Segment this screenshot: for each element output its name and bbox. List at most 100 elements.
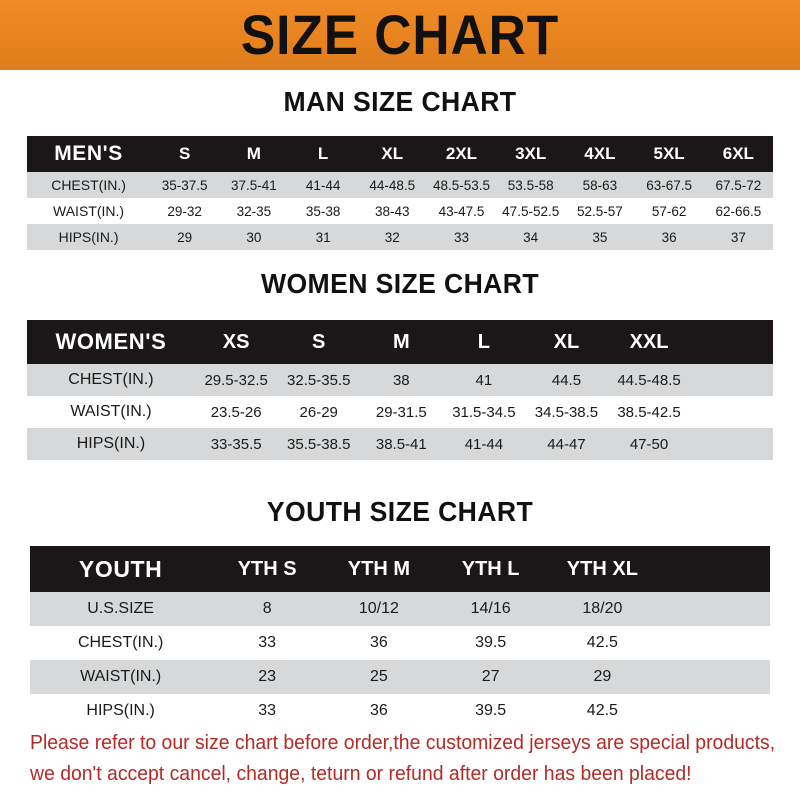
women-section-title: WOMEN SIZE CHART: [261, 268, 539, 299]
women-header-row: WOMEN'S XS S M L XL XXL: [27, 320, 773, 364]
youth-table-body: U.S.SIZE 8 10/12 14/16 18/20 CHEST(IN.) 33 36 39…: [30, 592, 770, 728]
measurement-cell: 33: [258, 634, 277, 651]
man-table-body: CHEST(IN.) 35-37.5 37.5-41 41-44 44-48.5 48.5…: [27, 172, 773, 250]
measurement-cell: 34: [523, 229, 539, 245]
women-size-header-s: S: [312, 330, 326, 353]
table-row: WAIST(IN.) 29-32 32-35 35-38 38-43 43-47.5 47.…: [27, 198, 773, 224]
man-header-label: MEN'S: [54, 142, 123, 165]
measurement-cell: 10/12: [358, 600, 399, 617]
table-row: CHEST(IN.) 33 36 39.5 42.5: [30, 626, 770, 660]
measurement-cell: 14/16: [470, 600, 511, 617]
women-table-body: CHEST(IN.) 29.5-32.5 32.5-35.5 38 41 44.5 44.5…: [27, 364, 773, 460]
disclaimer-line-1: Please refer to our size chart before or…: [30, 732, 776, 754]
measurement-cell: 35-38: [305, 203, 341, 219]
measurement-cell: [658, 626, 770, 660]
table-row: U.S.SIZE 8 10/12 14/16 18/20: [30, 592, 770, 626]
man-size-header-s: S: [179, 144, 191, 163]
measurement-cell: 8: [262, 600, 272, 617]
measurement-cell: 39.5: [475, 634, 507, 651]
measurement-cell: 42.5: [586, 702, 618, 719]
man-row-label-hips-in: HIPS(IN.): [58, 229, 119, 245]
page-banner: SIZE CHART: [0, 0, 800, 70]
table-row: CHEST(IN.) 29.5-32.5 32.5-35.5 38 41 44.5 44.5…: [27, 364, 773, 396]
measurement-cell: [658, 694, 770, 728]
measurement-cell: 47.5-52.5: [502, 203, 560, 219]
youth-size-table: YOUTH YTH S YTH M YTH L YTH XL U.S.SIZE 8 10/…: [30, 546, 770, 728]
man-size-header-6xl: 6XL: [722, 144, 754, 163]
measurement-cell: 32: [384, 229, 400, 245]
measurement-cell: 57-62: [651, 203, 687, 219]
measurement-cell: 33-35.5: [210, 435, 262, 453]
table-row: WAIST(IN.) 23.5-26 26-29 29-31.5 31.5-34.5 34…: [27, 396, 773, 428]
measurement-cell: 47-50: [629, 435, 669, 453]
youth-header-row: YOUTH YTH S YTH M YTH L YTH XL: [30, 546, 770, 592]
youth-header-label: YOUTH: [78, 555, 163, 582]
women-row-label-hips-in: HIPS(IN.): [76, 435, 146, 452]
youth-row-label-hips-in: HIPS(IN.): [86, 702, 155, 719]
measurement-cell: 35-37.5: [161, 177, 208, 193]
measurement-cell: 29-32: [167, 203, 202, 219]
measurement-cell: 44-48.5: [369, 177, 416, 193]
measurement-cell: 41: [475, 371, 493, 389]
women-size-header-xxl: XXL: [629, 330, 669, 353]
measurement-cell: [690, 396, 773, 428]
measurement-cell: [690, 428, 773, 460]
youth-size-header-empty-4: [658, 546, 770, 592]
youth-row-label-u-s-size: U.S.SIZE: [87, 600, 154, 617]
man-size-header-xl: XL: [381, 144, 404, 163]
measurement-cell: 33: [258, 702, 277, 719]
measurement-cell: 35.5-38.5: [287, 435, 351, 453]
table-row: HIPS(IN.) 29 30 31 32 33 34 35 36 37: [27, 224, 773, 250]
disclaimer-note: Please refer to our size chart before or…: [30, 728, 776, 790]
measurement-cell: 26-29: [299, 403, 338, 421]
measurement-cell: 31: [315, 229, 331, 245]
measurement-cell: 34.5-38.5: [534, 403, 599, 421]
table-row: WAIST(IN.) 23 25 27 29: [30, 660, 770, 694]
man-size-header-2xl: 2XL: [445, 144, 478, 163]
youth-size-header-yth-l: YTH L: [461, 557, 520, 580]
youth-size-header-yth-s: YTH S: [237, 557, 297, 580]
measurement-cell: 36: [370, 634, 388, 651]
youth-size-header-yth-xl: YTH XL: [566, 557, 638, 580]
measurement-cell: [658, 592, 770, 626]
women-row-label-waist-in: WAIST(IN.): [70, 403, 152, 420]
man-size-table: MEN'S S M L XL 2XL 3XL 4XL 5XL 6XL CHEST(IN.) 35-…: [27, 136, 773, 250]
disclaimer-line-2: we don't accept cancel, change, teturn o…: [30, 763, 692, 785]
women-size-header-l: L: [477, 330, 490, 353]
measurement-cell: 41-44: [305, 177, 341, 193]
measurement-cell: 39.5: [475, 702, 507, 719]
measurement-cell: 63-67.5: [646, 177, 692, 193]
youth-size-header-yth-m: YTH M: [347, 557, 410, 580]
women-size-header-empty-6: [690, 320, 773, 364]
measurement-cell: 36: [370, 702, 388, 719]
measurement-cell: 42.5: [586, 634, 618, 651]
measurement-cell: 18/20: [582, 600, 623, 617]
man-row-label-waist-in: WAIST(IN.): [53, 203, 125, 219]
table-row: HIPS(IN.) 33 36 39.5 42.5: [30, 694, 770, 728]
measurement-cell: [658, 660, 770, 694]
measurement-cell: 53.5-58: [507, 177, 554, 193]
table-row: CHEST(IN.) 35-37.5 37.5-41 41-44 44-48.5 48.5…: [27, 172, 773, 198]
measurement-cell: 38: [392, 371, 410, 389]
measurement-cell: 29.5-32.5: [204, 371, 268, 389]
man-size-header-4xl: 4XL: [584, 144, 616, 163]
measurement-cell: 67.5-72: [715, 177, 762, 193]
youth-section-title: YOUTH SIZE CHART: [266, 496, 534, 527]
measurement-cell: 30: [246, 229, 262, 245]
measurement-cell: 44.5: [551, 371, 582, 389]
measurement-cell: 29: [177, 229, 193, 245]
man-row-label-chest-in: CHEST(IN.): [51, 177, 126, 193]
measurement-cell: 32.5-35.5: [287, 371, 351, 389]
measurement-cell: 36: [661, 229, 677, 245]
man-size-header-l: L: [317, 144, 329, 163]
women-size-table: WOMEN'S XS S M L XL XXL CHEST(IN.) 29.5-32.5 32…: [27, 320, 773, 460]
measurement-cell: 29: [593, 668, 612, 685]
measurement-cell: 44-47: [547, 435, 586, 453]
measurement-cell: 27: [481, 668, 500, 685]
measurement-cell: 23: [258, 668, 277, 685]
measurement-cell: 48.5-53.5: [432, 177, 491, 193]
measurement-cell: 31.5-34.5: [452, 403, 516, 421]
measurement-cell: 25: [370, 668, 388, 685]
youth-table-head: YOUTH YTH S YTH M YTH L YTH XL: [30, 546, 770, 592]
man-table-head: MEN'S S M L XL 2XL 3XL 4XL 5XL 6XL: [27, 136, 773, 172]
